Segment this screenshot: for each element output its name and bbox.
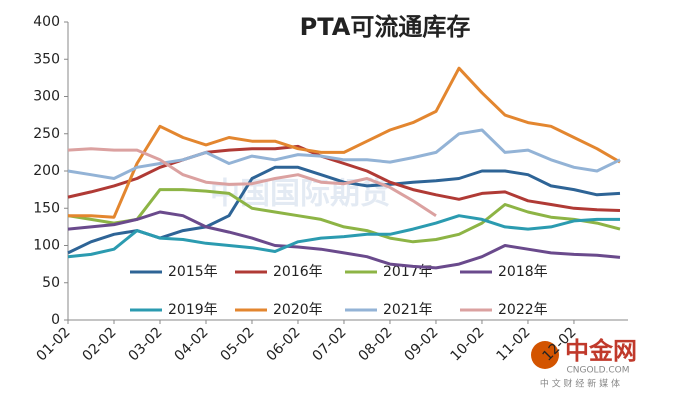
logo-tagline: 中 文 财 经 新 媒 体 (540, 378, 620, 390)
series-line (67, 188, 621, 244)
y-tick-label: 0 (51, 312, 60, 328)
y-tick-label: 50 (42, 275, 60, 291)
series-line (67, 214, 620, 259)
series-line (68, 66, 621, 219)
legend-label: 2021年 (383, 302, 433, 318)
x-tick-label: 02-02 (80, 324, 120, 364)
y-tick-label: 350 (33, 51, 60, 67)
x-tick-label: 01-02 (34, 324, 74, 364)
logo-icon (531, 341, 559, 369)
y-tick-label: 150 (33, 200, 60, 216)
y-tick-label: 200 (33, 163, 60, 179)
x-tick-label: 11-02 (494, 324, 534, 364)
legend-label: 2018年 (498, 264, 548, 280)
legend-label: 2015年 (168, 264, 218, 280)
x-tick-label: 05-02 (218, 324, 258, 364)
series-line (67, 210, 621, 270)
legend-label: 2016年 (273, 264, 323, 280)
watermark: 中国国际期货 (210, 177, 390, 212)
chart-title: PTA可流通库存 (300, 13, 471, 41)
x-tick-label: 07-02 (310, 324, 350, 364)
legend-label: 2020年 (273, 302, 323, 318)
logo-name: 中金网 (565, 337, 637, 365)
x-tick-label: 10-02 (448, 324, 488, 364)
series-line (67, 144, 621, 212)
x-tick-label: 04-02 (172, 324, 212, 364)
legend-label: 2019年 (168, 302, 218, 318)
y-tick-label: 300 (33, 89, 60, 105)
x-tick-label: 08-02 (356, 324, 396, 364)
y-tick-label: 400 (33, 14, 60, 30)
x-tick-label: 09-02 (402, 324, 442, 364)
y-tick-label: 250 (33, 126, 60, 142)
x-tick-label: 06-02 (264, 324, 304, 364)
y-tick-label: 100 (33, 238, 60, 254)
series-line (67, 147, 437, 217)
logo-url: CNGOLD.COM (566, 366, 629, 376)
legend-label: 2022年 (498, 302, 548, 318)
x-tick-label: 03-02 (126, 324, 166, 364)
series-line (67, 128, 621, 180)
